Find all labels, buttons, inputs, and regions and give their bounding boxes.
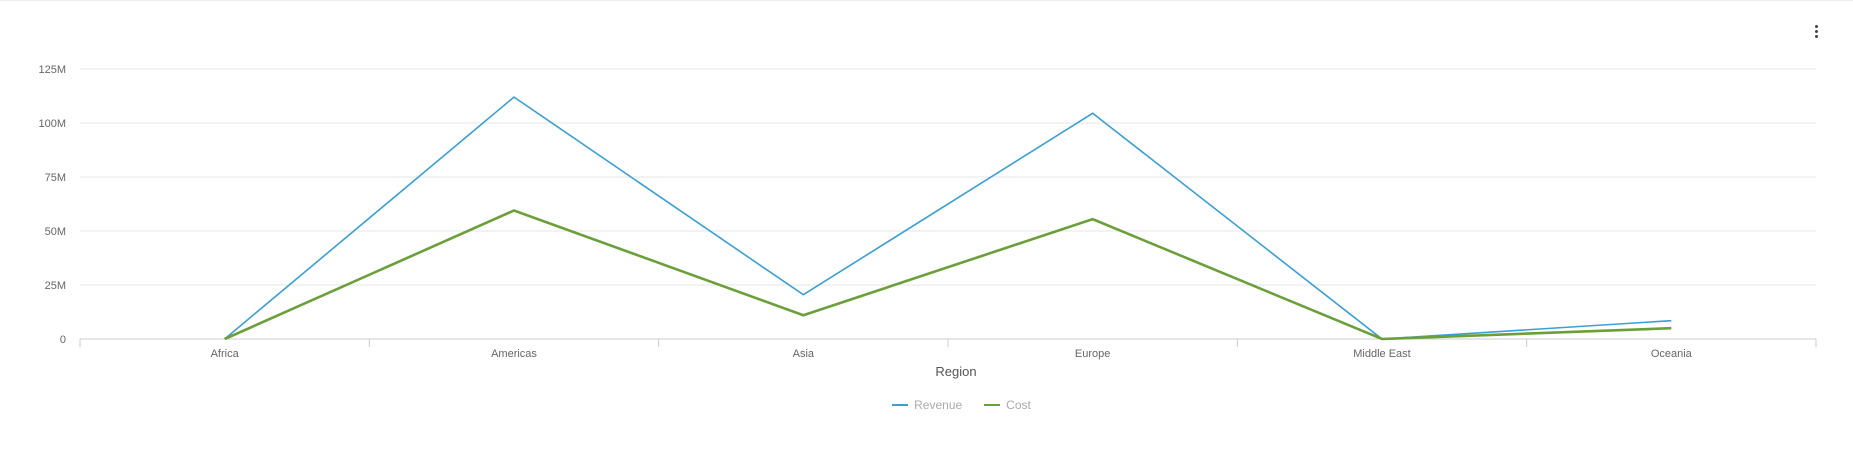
x-tick-label: Oceania (1651, 348, 1693, 360)
x-tick-label: Middle East (1353, 348, 1410, 360)
legend-label-cost: Cost (1006, 398, 1031, 412)
legend-swatch-revenue (892, 404, 909, 406)
y-tick-label: 50M (45, 226, 66, 238)
series-line-revenue (224, 96, 1672, 340)
x-tick-label: Africa (211, 348, 240, 360)
y-tick-label: 75M (45, 172, 66, 184)
x-axis-title: Region (935, 364, 976, 379)
x-tick-label: Americas (491, 348, 537, 360)
legend-label-revenue: Revenue (914, 398, 963, 412)
legend-item-revenue[interactable]: Revenue (892, 398, 962, 412)
y-tick-label: 25M (45, 280, 66, 292)
menu-dot (1814, 29, 1818, 33)
legend-swatch-cost (984, 404, 1001, 406)
menu-dot (1814, 34, 1818, 38)
legend-item-cost[interactable]: Cost (984, 398, 1031, 412)
y-tick-label: 125M (38, 64, 66, 76)
x-tick-label: Europe (1075, 348, 1110, 360)
menu-dot (1814, 24, 1818, 28)
chart-legend: Revenue Cost (0, 398, 1853, 412)
y-tick-label: 100M (38, 118, 66, 130)
x-tick-label: Asia (793, 348, 815, 360)
more-options-icon[interactable] (1806, 19, 1826, 43)
y-tick-label: 0 (60, 334, 66, 346)
series-line-cost (224, 209, 1672, 341)
